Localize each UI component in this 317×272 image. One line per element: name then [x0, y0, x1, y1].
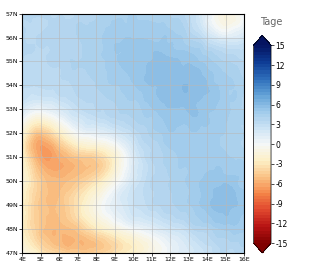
Text: Tage: Tage — [260, 17, 282, 27]
PathPatch shape — [254, 243, 271, 253]
PathPatch shape — [254, 35, 271, 45]
